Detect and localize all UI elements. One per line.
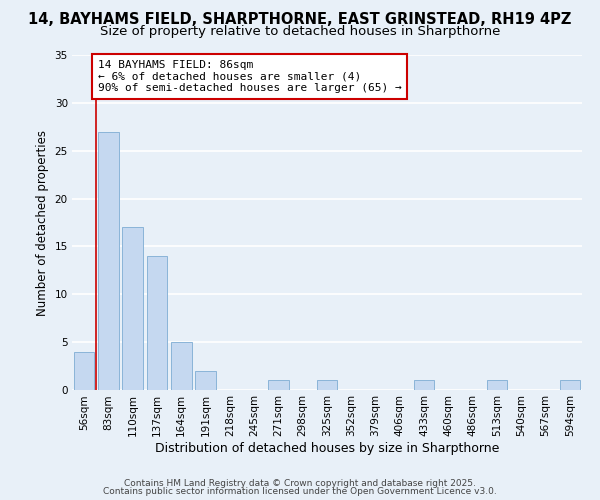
Y-axis label: Number of detached properties: Number of detached properties	[36, 130, 49, 316]
Text: Contains HM Land Registry data © Crown copyright and database right 2025.: Contains HM Land Registry data © Crown c…	[124, 478, 476, 488]
Bar	[98, 132, 119, 390]
Bar	[560, 380, 580, 390]
Bar	[122, 228, 143, 390]
Bar	[146, 256, 167, 390]
Text: Size of property relative to detached houses in Sharpthorne: Size of property relative to detached ho…	[100, 24, 500, 38]
X-axis label: Distribution of detached houses by size in Sharpthorne: Distribution of detached houses by size …	[155, 442, 499, 455]
Bar	[171, 342, 191, 390]
Bar	[268, 380, 289, 390]
Bar	[195, 371, 216, 390]
Bar	[487, 380, 508, 390]
Bar	[317, 380, 337, 390]
Text: 14 BAYHAMS FIELD: 86sqm
← 6% of detached houses are smaller (4)
90% of semi-deta: 14 BAYHAMS FIELD: 86sqm ← 6% of detached…	[97, 60, 401, 93]
Bar	[74, 352, 94, 390]
Text: Contains public sector information licensed under the Open Government Licence v3: Contains public sector information licen…	[103, 487, 497, 496]
Text: 14, BAYHAMS FIELD, SHARPTHORNE, EAST GRINSTEAD, RH19 4PZ: 14, BAYHAMS FIELD, SHARPTHORNE, EAST GRI…	[28, 12, 572, 28]
Bar	[414, 380, 434, 390]
